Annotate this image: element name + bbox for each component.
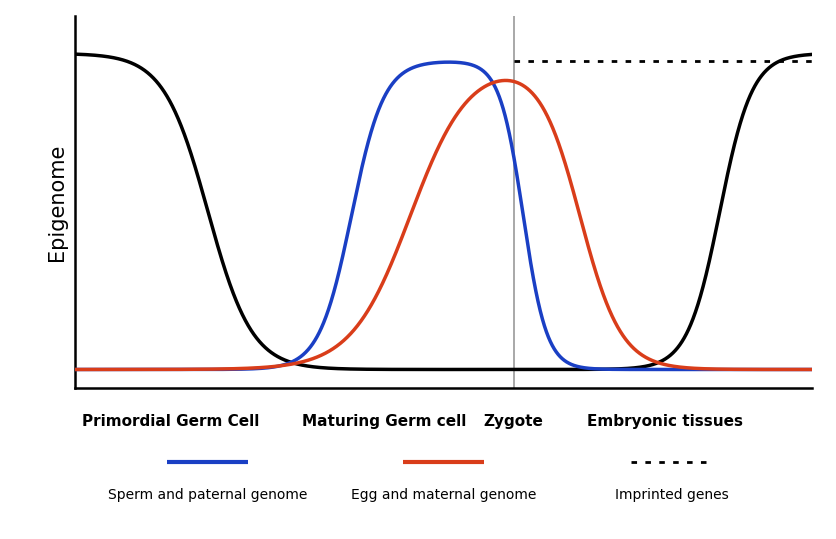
Text: Primordial Germ Cell: Primordial Germ Cell bbox=[82, 414, 259, 429]
Text: Embryonic tissues: Embryonic tissues bbox=[586, 414, 742, 429]
Text: Imprinted genes: Imprinted genes bbox=[614, 488, 728, 502]
Text: Egg and maternal genome: Egg and maternal genome bbox=[350, 488, 536, 502]
Text: Zygote: Zygote bbox=[483, 414, 543, 429]
Text: Sperm and paternal genome: Sperm and paternal genome bbox=[108, 488, 308, 502]
Text: Maturing Germ cell: Maturing Germ cell bbox=[302, 414, 466, 429]
Y-axis label: Epigenome: Epigenome bbox=[47, 143, 67, 261]
